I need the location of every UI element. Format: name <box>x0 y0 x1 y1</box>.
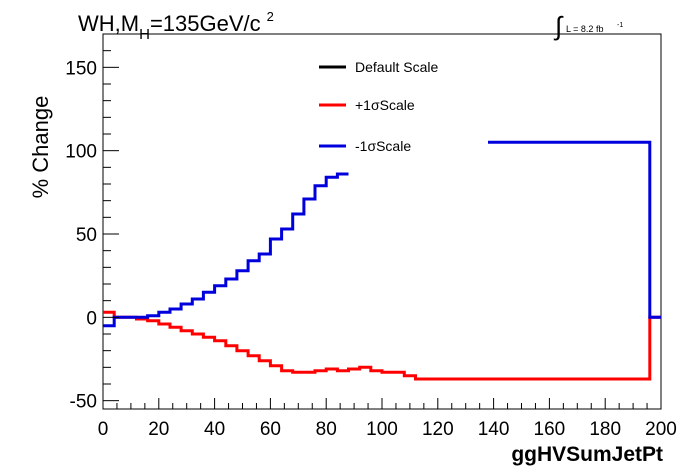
legend-label-minus-sigma: -1σScale <box>355 138 411 154</box>
x-tick-label-6: 120 <box>422 419 454 440</box>
y-tick-label-1: 0 <box>86 308 97 329</box>
chart-title: WH,MH=135GeV/c 2 <box>78 9 274 43</box>
legend-entry-default: Default Scale <box>319 59 438 75</box>
x-tick-label-0: 0 <box>98 419 109 440</box>
x-tick-label-8: 160 <box>534 419 566 440</box>
x-tick-label-7: 140 <box>478 419 510 440</box>
series-layer <box>103 140 661 381</box>
y-tick-label-4: 150 <box>65 58 97 79</box>
plot-area <box>102 33 662 410</box>
x-tick-label-10: 200 <box>645 419 677 440</box>
plot-frame <box>102 33 662 410</box>
y-tick-label-0: -50 <box>70 392 97 413</box>
legend-entry-plus-sigma: +1σScale <box>319 97 415 113</box>
title-subscript: H <box>139 26 150 43</box>
legend-label-default: Default Scale <box>355 59 438 75</box>
y-axis-title: % Change <box>28 96 53 199</box>
x-axis-title: ggHVSumJetPt <box>511 443 663 466</box>
series-line-1-0 <box>103 310 661 381</box>
title-rest: =135GeV/c <box>150 11 261 36</box>
series-line-2-1 <box>488 140 661 319</box>
title-superscript: 2 <box>267 9 274 24</box>
x-tick-label-1: 20 <box>148 419 169 440</box>
series-line-2-0 <box>103 172 349 328</box>
lumi-label: ∫ L = 8.2 fb -1 <box>553 11 623 41</box>
lumi-text: L = 8.2 fb <box>566 24 603 34</box>
integral-symbol: ∫ <box>553 11 564 41</box>
y-tick-label-2: 50 <box>76 225 97 246</box>
x-tick-label-4: 80 <box>316 419 337 440</box>
y-tick-label-3: 100 <box>65 142 97 163</box>
x-tick-label-5: 100 <box>366 419 398 440</box>
title-main: WH,M <box>78 11 139 36</box>
legend-label-plus-sigma: +1σScale <box>355 97 415 113</box>
x-tick-label-3: 60 <box>260 419 281 440</box>
x-tick-label-9: 180 <box>589 419 621 440</box>
legend-entry-minus-sigma: -1σScale <box>319 138 411 154</box>
lumi-superscript: -1 <box>617 22 623 29</box>
legend: Default Scale +1σScale -1σScale <box>319 59 438 154</box>
x-tick-label-2: 40 <box>204 419 225 440</box>
